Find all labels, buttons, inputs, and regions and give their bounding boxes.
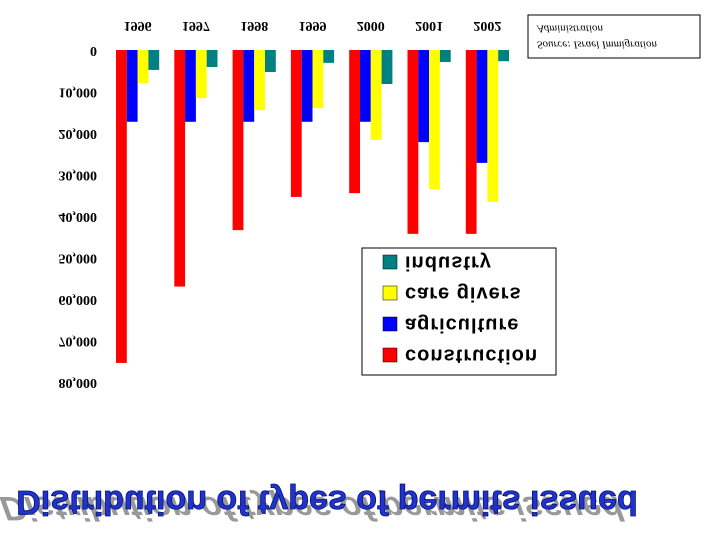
legend-label: agriculture (405, 314, 519, 336)
bar (323, 50, 335, 63)
bar (206, 50, 218, 68)
legend-swatch (382, 285, 398, 301)
bar (498, 50, 509, 62)
bar (476, 50, 488, 163)
bar (407, 50, 419, 234)
bar (465, 50, 477, 234)
bar (487, 50, 499, 202)
bar (439, 50, 451, 63)
y-tick-label: 70,000 (59, 333, 98, 348)
bar (312, 50, 324, 109)
bar (418, 50, 430, 143)
bar (174, 50, 186, 287)
y-tick-label: 10,000 (59, 84, 98, 99)
bar (290, 50, 302, 197)
x-tick-label: 2001 (415, 18, 443, 33)
bar (265, 50, 276, 72)
y-tick-label: 60,000 (59, 292, 98, 307)
bar (232, 50, 244, 231)
x-tick-label: 2002 (473, 18, 501, 33)
bar (195, 50, 207, 99)
bar (254, 50, 265, 111)
x-tick-label: 1996 (124, 18, 152, 33)
legend-label: industry (405, 252, 492, 274)
bar (381, 50, 393, 85)
title-shadow: Distribution of types of permits issued (0, 489, 629, 527)
bar (349, 50, 360, 194)
legend-swatch (382, 347, 398, 363)
bar (243, 50, 255, 122)
bar (137, 50, 149, 84)
y-tick-label: 50,000 (59, 250, 98, 265)
source-line: Administration (536, 22, 604, 34)
source-line: Source: Israel Immigration (537, 38, 657, 50)
legend-label: care givers (405, 283, 522, 305)
legend-swatch (382, 316, 398, 332)
legend-swatch (382, 254, 398, 270)
y-tick-label: 0 (90, 43, 97, 58)
y-tick-label: 20,000 (59, 126, 98, 141)
legend-label: construction (405, 345, 538, 367)
x-tick-label: 1999 (299, 18, 327, 33)
y-tick-label: 30,000 (59, 167, 98, 182)
chart-title: Distribution of types of permits issued (16, 483, 638, 521)
bar (185, 50, 196, 122)
bar (370, 50, 382, 141)
x-tick-label: 2000 (357, 18, 385, 33)
y-tick-label: 80,000 (59, 375, 98, 390)
bar (360, 50, 371, 122)
x-tick-label: 1998 (240, 18, 268, 33)
y-tick-label: 40,000 (59, 209, 98, 224)
bar (148, 50, 160, 70)
bar (126, 50, 138, 122)
source-box (527, 14, 701, 59)
bar (116, 50, 127, 363)
bar (301, 50, 313, 122)
chart-body: Source: Israel Immigration Administratio… (0, 14, 701, 527)
x-tick-label: 1997 (182, 18, 210, 33)
bar (429, 50, 440, 190)
